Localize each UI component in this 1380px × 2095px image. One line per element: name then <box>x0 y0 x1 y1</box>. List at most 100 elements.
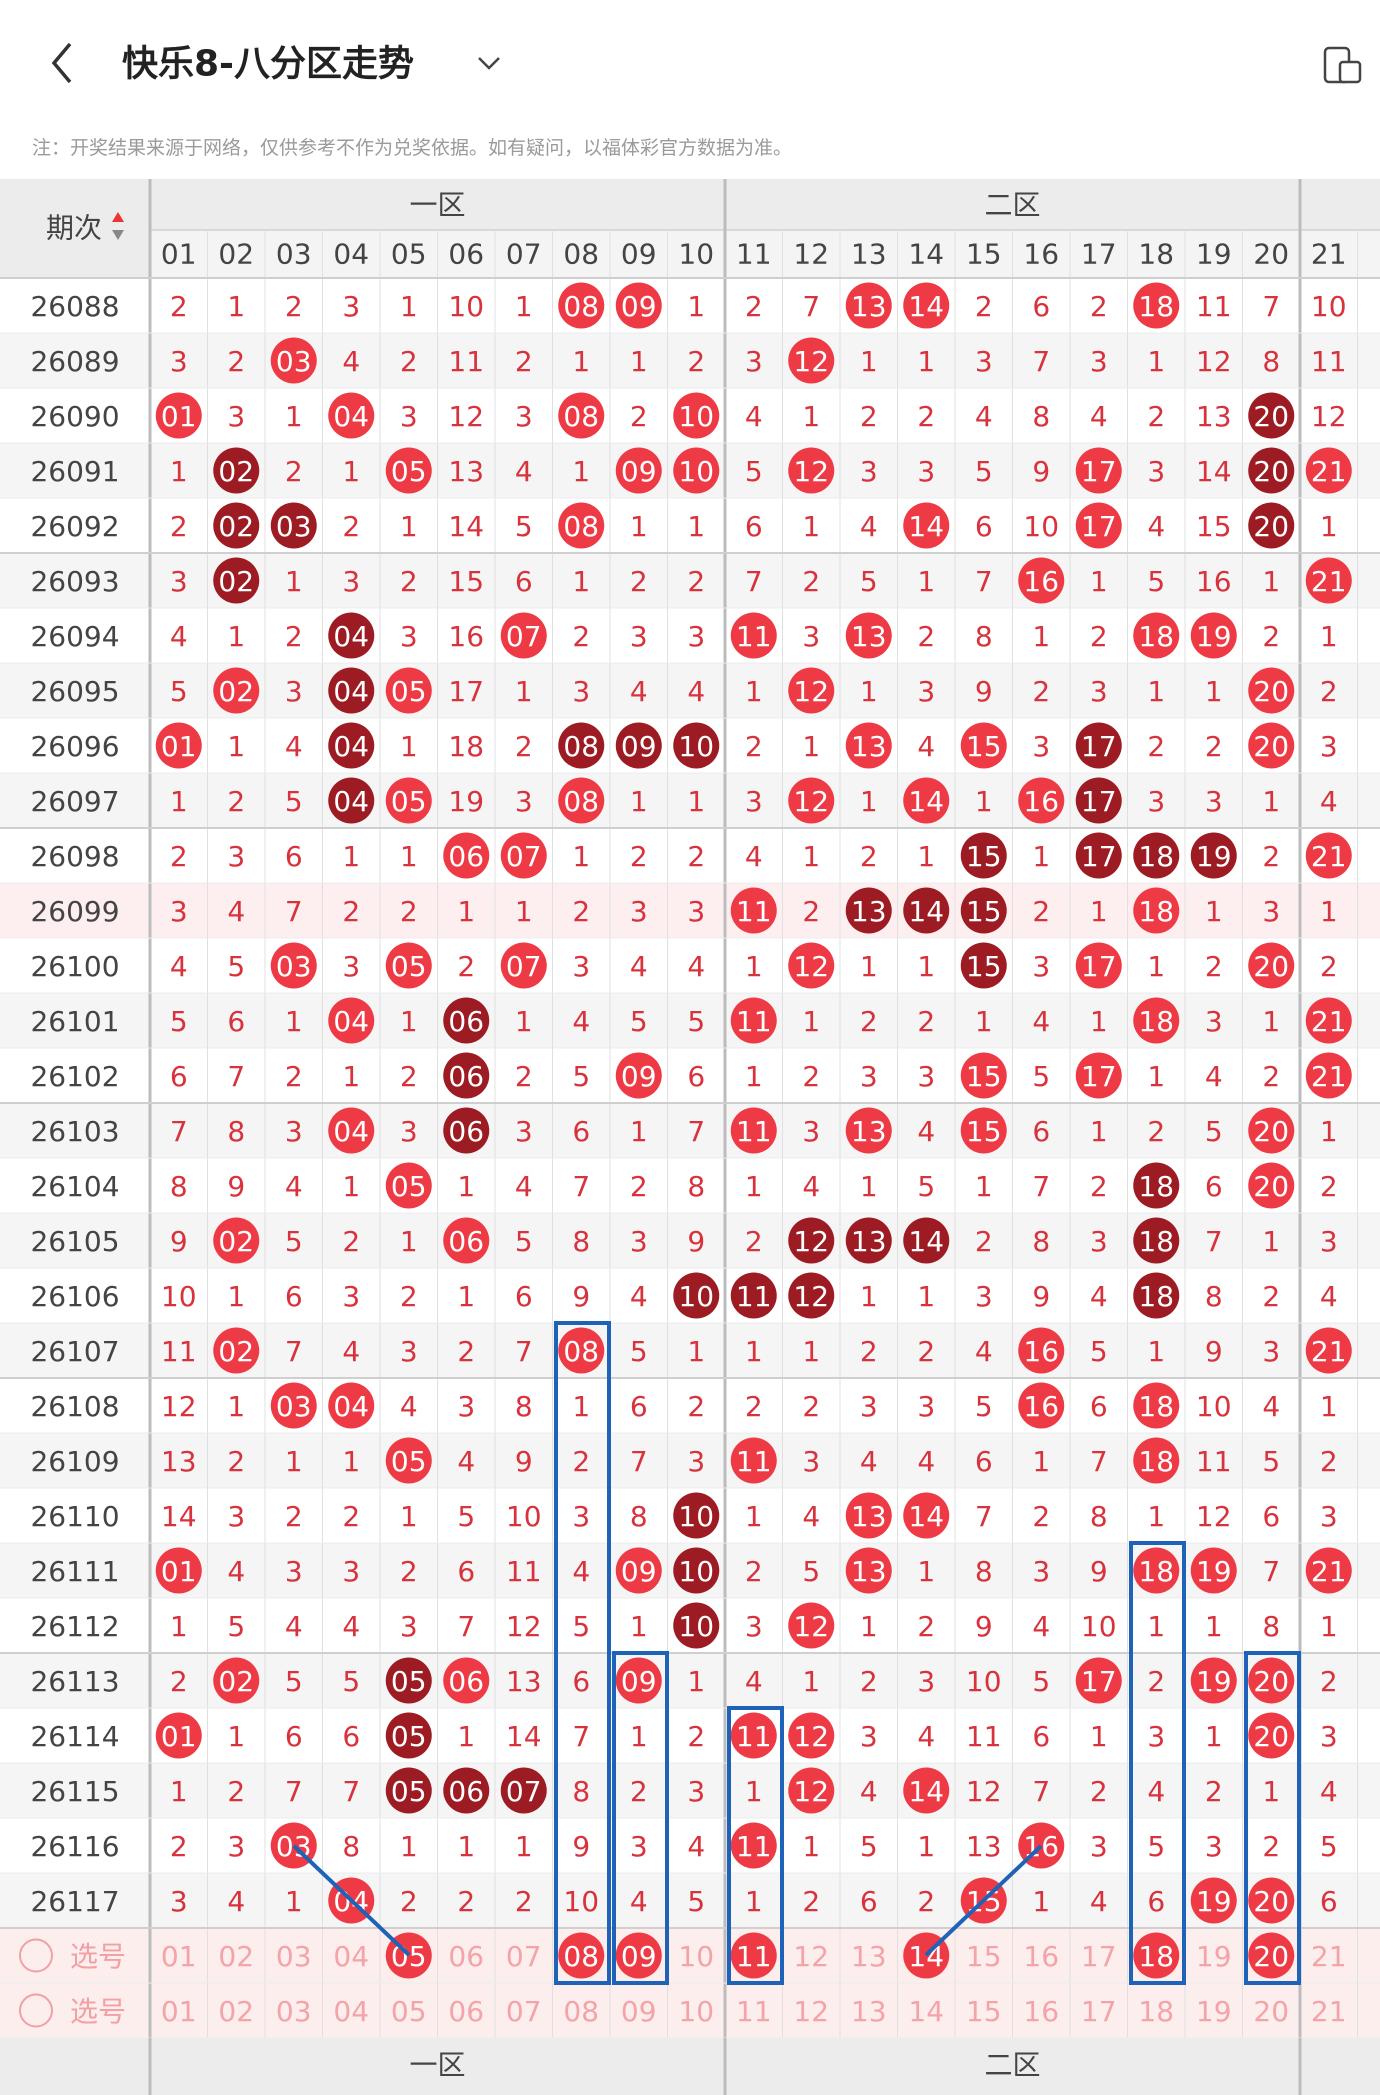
ball <box>1018 1327 1065 1374</box>
ball <box>788 447 835 494</box>
ball-number: 08 <box>563 510 599 543</box>
miss-count: 1 <box>227 1720 245 1753</box>
issue-number: 26089 <box>30 345 119 378</box>
ball-number: 01 <box>161 1720 197 1753</box>
miss-count: 3 <box>285 675 303 708</box>
ball <box>615 1547 662 1594</box>
miss-count: 1 <box>1147 345 1165 378</box>
miss-count: 5 <box>1147 565 1165 598</box>
miss-count: 2 <box>227 785 245 818</box>
miss-count: 9 <box>687 1225 705 1258</box>
miss-count: 1 <box>802 400 820 433</box>
title-dropdown[interactable] <box>478 57 500 70</box>
ball-number: 13 <box>851 620 887 653</box>
miss-count: 1 <box>342 1060 360 1093</box>
ball-number: 07 <box>506 620 542 653</box>
miss-count: 4 <box>342 1610 360 1643</box>
miss-count: 2 <box>400 1555 418 1588</box>
miss-count: 2 <box>802 1390 820 1423</box>
miss-count: 5 <box>457 1500 475 1533</box>
ball <box>558 777 605 824</box>
ball-number: 21 <box>1311 840 1347 873</box>
miss-count: 1 <box>342 1445 360 1478</box>
ball-number: 12 <box>793 1225 829 1258</box>
ball-number: 11 <box>736 1830 772 1863</box>
ball-number: 16 <box>1023 565 1059 598</box>
ball-number: 08 <box>563 1335 599 1368</box>
miss-count: 4 <box>630 675 648 708</box>
select-radio[interactable] <box>19 1938 53 1973</box>
issue-number: 26101 <box>30 1005 119 1038</box>
miss-count: 7 <box>285 895 303 928</box>
miss-count: 2 <box>515 345 533 378</box>
select-radio[interactable] <box>19 1993 53 2028</box>
miss-count: 2 <box>400 1280 418 1313</box>
miss-count: 1 <box>1147 1335 1165 1368</box>
miss-count: 6 <box>342 1720 360 1753</box>
ball-number: 18 <box>1138 1005 1174 1038</box>
miss-count: 2 <box>1262 840 1280 873</box>
ball-number: 14 <box>908 510 944 543</box>
miss-count: 1 <box>227 1390 245 1423</box>
ball <box>788 337 835 384</box>
ball <box>270 942 317 989</box>
ball <box>960 722 1007 769</box>
dark-ball <box>328 777 375 824</box>
miss-count: 3 <box>802 1445 820 1478</box>
miss-count: 02 <box>218 1940 254 1973</box>
dark-ball <box>673 722 720 769</box>
miss-count: 4 <box>285 1610 303 1643</box>
miss-count: 1 <box>860 785 878 818</box>
ball-number: 04 <box>333 1005 369 1038</box>
miss-count: 3 <box>860 455 878 488</box>
miss-count: 1 <box>802 1335 820 1368</box>
miss-count: 1 <box>630 1720 648 1753</box>
miss-count: 3 <box>917 1665 935 1698</box>
miss-count: 1 <box>1090 1115 1108 1148</box>
miss-count: 4 <box>515 1170 533 1203</box>
ball-number: 05 <box>391 785 427 818</box>
zone-label: 一区 <box>409 189 465 222</box>
miss-count: 5 <box>745 455 763 488</box>
issue-number: 26107 <box>30 1335 119 1368</box>
ball-number: 07 <box>506 1775 542 1808</box>
back-button[interactable] <box>51 42 72 84</box>
select-row-bg <box>0 1983 1380 2038</box>
ball-number: 08 <box>563 290 599 323</box>
ball <box>328 1107 375 1154</box>
ball-number: 21 <box>1311 455 1347 488</box>
ball-number: 15 <box>966 895 1002 928</box>
miss-count: 4 <box>917 1445 935 1478</box>
miss-count: 3 <box>285 1115 303 1148</box>
device-icon[interactable] <box>1323 46 1362 84</box>
miss-count: 3 <box>1205 785 1223 818</box>
ball-number: 14 <box>908 1225 944 1258</box>
ball <box>788 1712 835 1759</box>
miss-count: 1 <box>745 950 763 983</box>
miss-count: 2 <box>342 510 360 543</box>
ball-number: 12 <box>793 1720 829 1753</box>
ball-number: 14 <box>908 895 944 928</box>
ball-number: 03 <box>276 1830 312 1863</box>
page-title[interactable]: 快乐8-八分区走势 <box>122 44 414 85</box>
miss-count: 21 <box>1311 1940 1347 1973</box>
miss-count: 2 <box>170 840 188 873</box>
issue-number: 26097 <box>30 785 119 818</box>
miss-count: 1 <box>802 1665 820 1698</box>
miss-count: 1 <box>1090 895 1108 928</box>
miss-count: 3 <box>1147 785 1165 818</box>
miss-count: 2 <box>342 895 360 928</box>
ball-number: 05 <box>391 950 427 983</box>
ball-number: 16 <box>1023 1390 1059 1423</box>
miss-count: 7 <box>170 1115 188 1148</box>
miss-count: 4 <box>1262 1390 1280 1423</box>
ball <box>903 282 950 329</box>
ball <box>155 392 202 439</box>
miss-count: 6 <box>745 510 763 543</box>
issue-number: 26090 <box>30 400 119 433</box>
ball-number: 05 <box>391 1665 427 1698</box>
miss-count: 5 <box>630 1005 648 1038</box>
miss-count: 5 <box>687 1005 705 1038</box>
ball <box>730 887 777 934</box>
ball-number: 13 <box>851 1115 887 1148</box>
